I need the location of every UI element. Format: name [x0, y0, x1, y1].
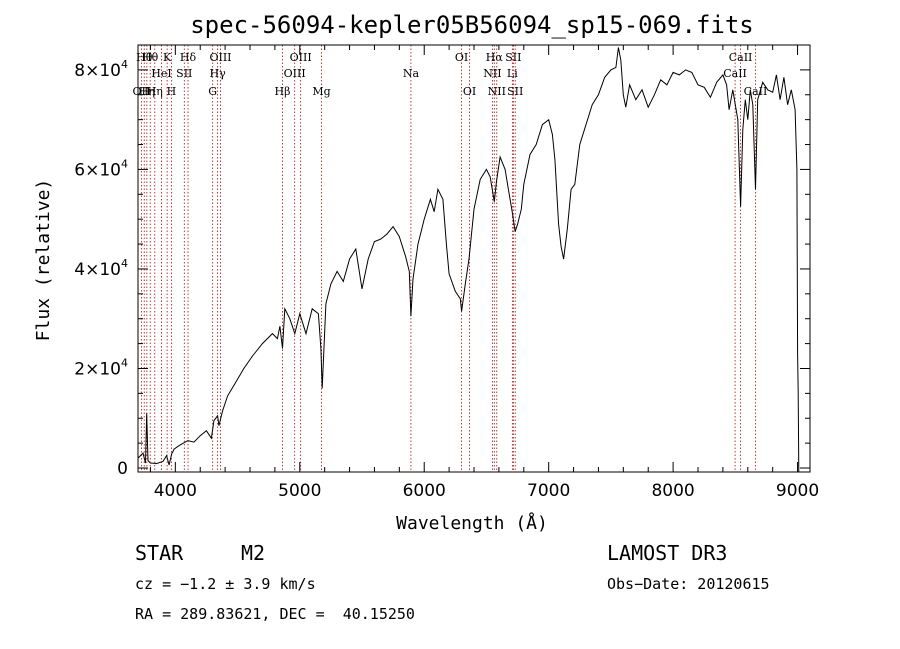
spectral-line-label: OI: [463, 85, 476, 98]
x-tick-label: 6000: [403, 481, 446, 501]
spectral-line-label: NII: [483, 67, 501, 80]
spectral-line-markers: [140, 45, 756, 472]
spectral-line-labels: OIIHθHηHθHηHeIKHSIIHδGHγOIIIHβOIIIOIIIMg…: [133, 51, 768, 98]
y-axis-label: Flux (relative): [33, 179, 54, 342]
x-axis-ticks: 4000 5000 6000 7000 8000 9000: [149, 45, 819, 501]
spectral-line-label: HeI: [151, 67, 171, 80]
spectral-line-label: Na: [403, 67, 420, 80]
spectral-line-label: Hη: [147, 85, 163, 98]
spectral-line-label: Li: [507, 67, 518, 80]
x-tick-label: 9000: [776, 481, 819, 501]
spectrum-line: [137, 47, 800, 473]
spectral-line-label: Mg: [312, 85, 330, 98]
y-tick-label: 0: [117, 459, 128, 479]
obs-date-text: Obs−Date: 20120615: [607, 575, 770, 593]
spectral-line-label: NII: [488, 85, 506, 98]
x-axis-label: Wavelength (Å): [396, 512, 548, 534]
spectral-line-label: SII: [505, 51, 521, 64]
survey-name: LAMOST DR3: [607, 541, 727, 565]
spectral-line-label: CaII: [723, 67, 747, 80]
spectral-line-label: K: [163, 51, 172, 64]
x-tick-label: 7000: [527, 481, 570, 501]
object-subclass: M2: [241, 541, 265, 565]
spectral-line-label: OIII: [284, 67, 306, 80]
spectral-line-label: SII: [507, 85, 523, 98]
spectral-line-label: CaII: [744, 85, 768, 98]
spectral-line-label: Hθ: [136, 51, 153, 64]
y-tick-label: 8×104: [74, 58, 128, 81]
spectral-line-label: Hβ: [275, 85, 291, 98]
chart-title: spec-56094-kepler05B56094_sp15-069.fits: [190, 11, 754, 39]
spectral-line-label: G: [208, 85, 217, 98]
x-tick-label: 8000: [651, 481, 694, 501]
spectral-line-label: Hα: [486, 51, 504, 64]
spectral-line-label: Hδ: [180, 51, 197, 64]
spectral-line-label: Hθ: [142, 51, 159, 64]
spectral-line-label: Hγ: [210, 67, 227, 80]
spectral-line-label: OIII: [209, 51, 231, 64]
y-tick-label: 6×104: [74, 157, 128, 180]
coordinates-text: RA = 289.83621, DEC = 40.15250: [135, 605, 415, 623]
redshift-text: cz = −1.2 ± 3.9 km/s: [135, 575, 316, 593]
object-class: STAR: [135, 541, 184, 565]
x-tick-label: 4000: [154, 481, 197, 501]
spectral-line-label: CaII: [729, 51, 753, 64]
y-axis-ticks: 0 2×104 4×104 6×104 8×104: [74, 58, 810, 479]
spectral-line-label: OII: [133, 85, 151, 98]
spectral-line-label: OIII: [290, 51, 312, 64]
spectral-line-label: SII: [176, 67, 192, 80]
y-tick-label: 2×104: [74, 356, 128, 379]
x-tick-label: 5000: [278, 481, 321, 501]
spectral-line-label: H: [167, 85, 177, 98]
spectral-line-label: OI: [455, 51, 468, 64]
y-tick-label: 4×104: [74, 257, 128, 280]
plot-frame: [137, 44, 811, 473]
